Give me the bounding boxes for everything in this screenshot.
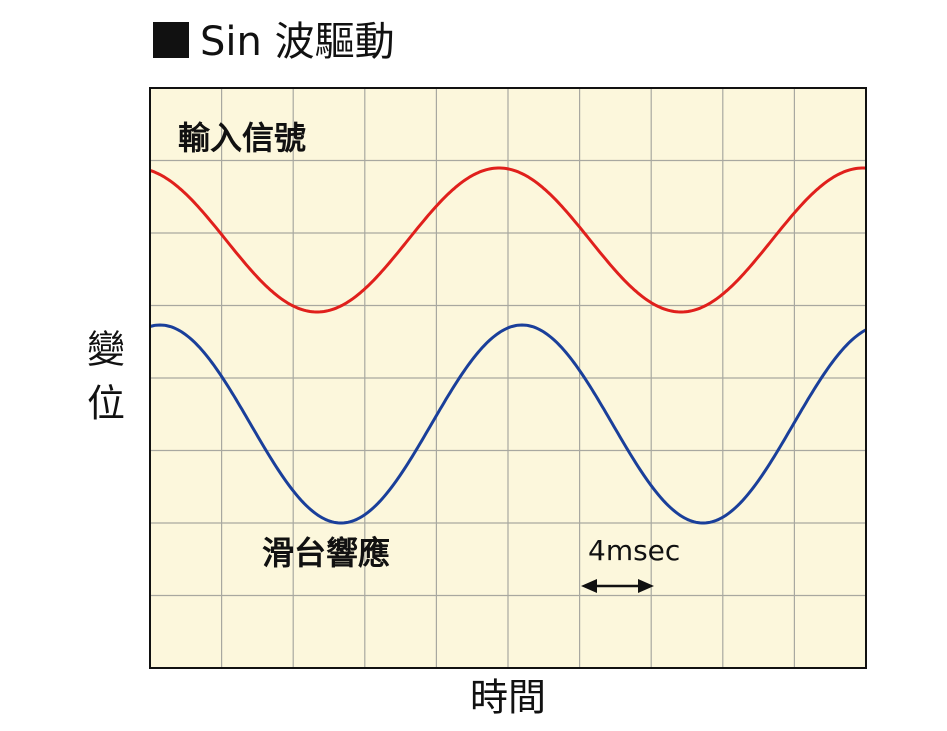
input-wave	[149, 166, 867, 314]
x-axis-label: 時間	[470, 676, 546, 720]
scale-arrow	[581, 579, 654, 593]
scale-label: 4msec	[588, 534, 680, 567]
response-wave	[149, 323, 867, 525]
title: Sin 波驅動	[200, 19, 395, 65]
grid	[150, 88, 866, 668]
y-axis-label: 變	[87, 328, 125, 372]
y-axis-label: 位	[87, 382, 125, 426]
input-label: 輸入信號	[178, 119, 306, 157]
response-label: 滑台響應	[262, 534, 390, 572]
title-square	[153, 22, 189, 58]
plot-border	[149, 87, 867, 669]
